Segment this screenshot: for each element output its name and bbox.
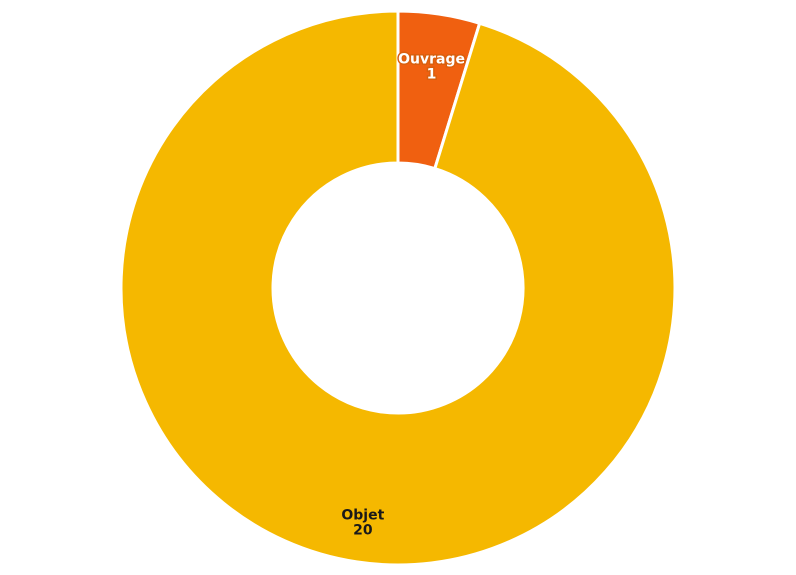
slices-layer xyxy=(119,9,677,567)
slice-category-label: Ouvrage xyxy=(398,52,465,68)
slice-label-objet: Objet 20 xyxy=(341,507,384,538)
slice-category-label: Objet xyxy=(341,507,384,523)
slice-value-label: 1 xyxy=(427,67,437,83)
slice-objet xyxy=(119,9,677,567)
labels-layer: Ouvrage 1 Objet 20 xyxy=(341,50,466,538)
slice-label-ouvrage: Ouvrage 1 xyxy=(398,52,465,83)
slice-value-label: 20 xyxy=(353,522,373,538)
